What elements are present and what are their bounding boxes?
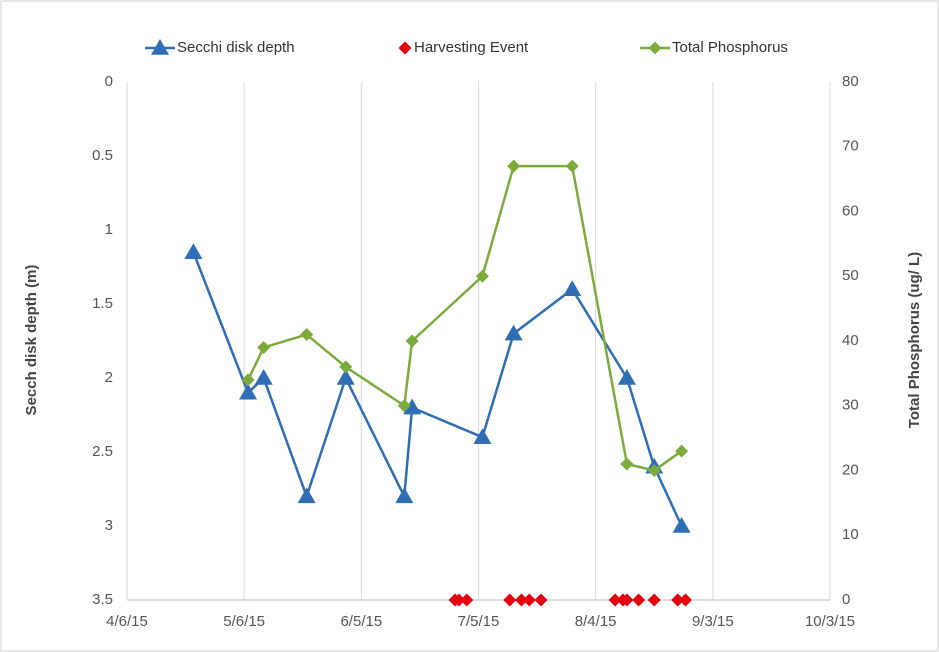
data-point — [534, 593, 548, 607]
y-tick-label: 1 — [105, 221, 113, 238]
legend-label: Harvesting Event — [414, 39, 529, 56]
y2-axis-title: Total Phosphorus (ug/ L) — [906, 252, 923, 428]
x-tick-label: 7/5/15 — [458, 613, 500, 630]
data-point — [475, 269, 489, 283]
data-point — [184, 243, 203, 259]
data-point — [460, 593, 474, 607]
data-point — [452, 593, 466, 607]
data-point — [395, 487, 414, 504]
data-point — [678, 593, 692, 607]
x-tick-label: 5/6/15 — [223, 613, 265, 630]
data-point — [647, 593, 661, 607]
data-point — [647, 464, 661, 477]
data-point — [397, 399, 411, 413]
x-tick-label: 8/4/15 — [575, 613, 617, 630]
legend-marker — [151, 39, 169, 55]
data-point — [507, 159, 521, 173]
data-point — [617, 369, 636, 385]
legend-label: Total Phosphorus — [672, 39, 788, 56]
data-point — [565, 159, 579, 173]
y-tick-label: 0.5 — [92, 147, 113, 164]
y2-tick-label: 30 — [842, 397, 859, 414]
data-point — [620, 593, 634, 607]
x-tick-label: 9/3/15 — [692, 613, 734, 630]
legend-marker — [398, 41, 412, 55]
y2-tick-label: 0 — [842, 591, 850, 608]
y2-tick-label: 70 — [842, 138, 859, 155]
data-point — [257, 340, 271, 354]
y-tick-label: 0 — [105, 73, 113, 90]
x-tick-label: 10/3/15 — [805, 613, 855, 630]
data-point — [608, 593, 622, 607]
data-point — [514, 593, 528, 607]
data-point — [473, 428, 492, 444]
y-tick-label: 3.5 — [92, 591, 113, 608]
data-point — [671, 593, 685, 607]
data-point — [405, 334, 419, 348]
y-tick-label: 1.5 — [92, 295, 113, 312]
legend-label: Secchi disk depth — [177, 39, 295, 56]
x-tick-label: 6/5/15 — [340, 613, 382, 630]
y-axis-title: Secch disk depth (m) — [23, 265, 40, 416]
y2-tick-label: 40 — [842, 332, 859, 349]
y2-tick-label: 50 — [842, 267, 859, 284]
data-point — [563, 280, 582, 296]
y2-tick-label: 60 — [842, 202, 859, 219]
y2-tick-label: 10 — [842, 526, 859, 543]
data-point — [504, 324, 523, 341]
data-point — [675, 444, 689, 458]
data-point — [522, 593, 536, 607]
y-tick-label: 2 — [105, 369, 113, 386]
data-point — [336, 369, 355, 385]
data-point — [632, 593, 646, 607]
y2-tick-label: 20 — [842, 461, 859, 478]
data-point — [672, 517, 691, 533]
y2-tick-label: 80 — [842, 73, 859, 90]
data-point — [503, 593, 517, 607]
data-point — [239, 383, 258, 400]
data-point — [403, 398, 422, 415]
data-point — [254, 369, 273, 385]
data-point — [300, 328, 314, 342]
y-tick-label: 3 — [105, 517, 113, 534]
legend-marker — [648, 41, 662, 55]
data-point — [620, 457, 634, 471]
data-point — [241, 373, 255, 387]
data-point — [339, 360, 353, 374]
data-point — [297, 487, 316, 504]
y-tick-label: 2.5 — [92, 443, 113, 460]
x-tick-label: 4/6/15 — [106, 613, 148, 630]
